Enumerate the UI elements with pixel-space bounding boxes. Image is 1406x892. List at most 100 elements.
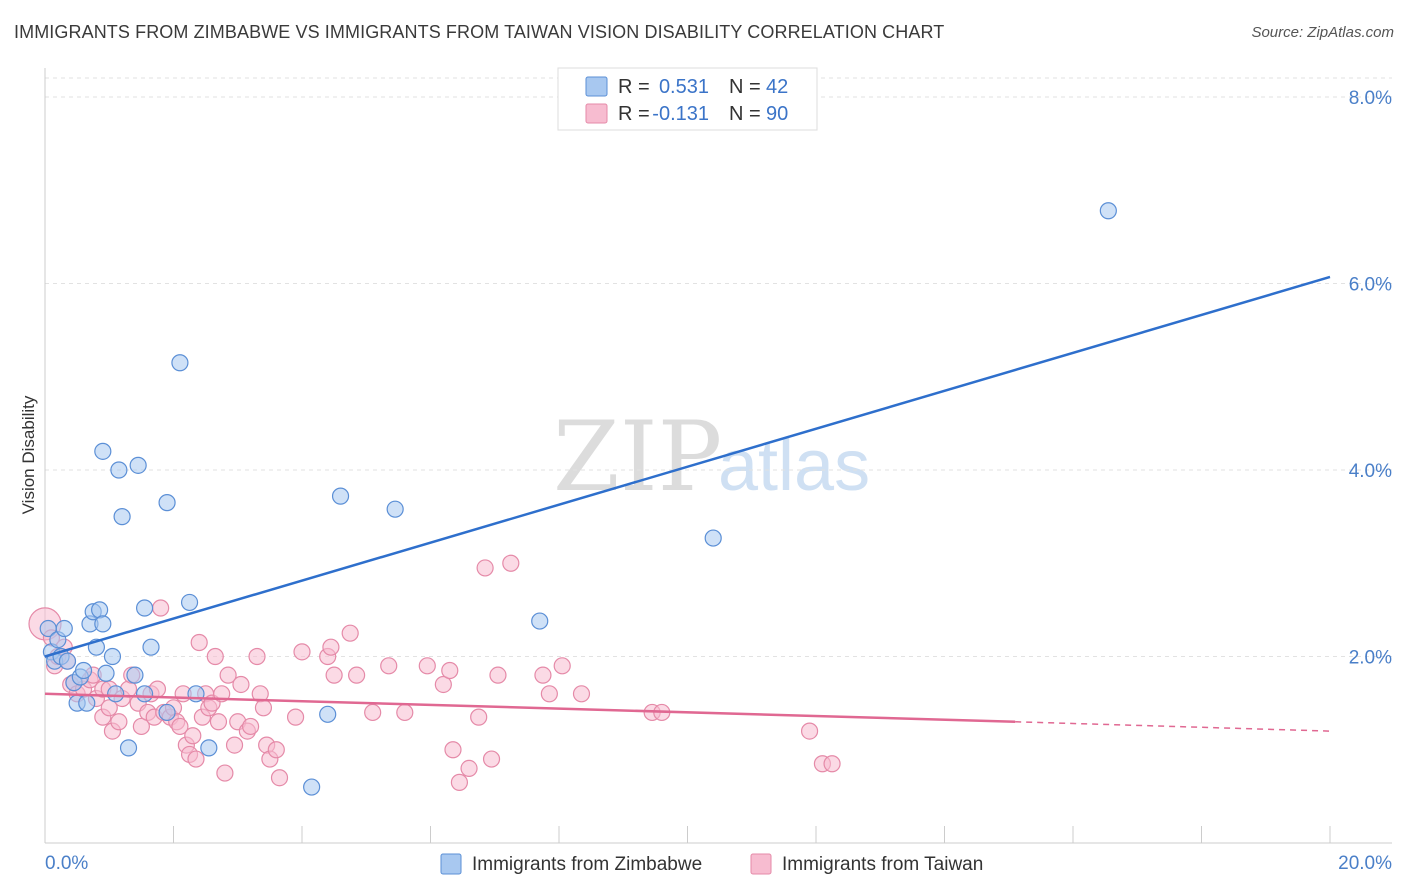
zimbabwe-point [119,739,138,757]
zimbabwe-point [58,652,77,670]
legend: R = 0.531 N = 42 R = -0.131 N = 90 [557,67,818,131]
grid-lines [45,77,1392,657]
taiwan-point [341,624,359,642]
trend-line-taiwan [44,692,1016,724]
taiwan-point [434,675,452,694]
taiwan-point [572,685,591,703]
taiwan-point [489,666,507,684]
taiwan-point [476,559,494,577]
legend-n-value-zimbabwe: 42 [766,76,788,98]
zimbabwe-point [1099,202,1117,220]
zimbabwe-point [171,354,189,372]
y-tick-label: 8.0% [1349,88,1392,109]
taiwan-point [216,764,234,782]
taiwan-point [348,666,366,684]
zimbabwe-point [180,593,199,612]
taiwan-point [325,666,343,684]
watermark-zip: ZIP [553,401,722,513]
taiwan-point [100,699,118,717]
taiwan-point [184,727,202,745]
watermark: ZIP atlas [553,401,870,513]
legend-swatch-zimbabwe [585,76,608,97]
zimbabwe-point [78,694,96,712]
taiwan-point [823,755,841,773]
x-tick-label-min: 0.0% [45,853,88,874]
zimbabwe-point [97,664,115,682]
zimbabwe-point [531,612,549,630]
taiwan-point [267,741,285,759]
bottom-legend-label-taiwan: Immigrants from Taiwan [782,854,983,875]
taiwan-point [190,633,208,652]
y-tick-label: 6.0% [1349,275,1392,296]
bottom-legend-swatch-taiwan [750,853,772,875]
legend-r-value-taiwan: -0.131 [652,103,709,125]
x-ticks [173,826,1331,843]
taiwan-point [482,750,501,768]
series-taiwan-points [28,554,841,791]
bottom-legend-label-zimbabwe: Immigrants from Zimbabwe [472,854,702,875]
zimbabwe-point [113,508,131,526]
taiwan-point [286,708,305,726]
taiwan-point [364,703,382,722]
taiwan-point [418,657,436,675]
taiwan-point [322,638,340,656]
legend-swatch-taiwan [585,103,608,124]
taiwan-point [187,750,205,768]
trend-lines [44,275,1331,732]
zimbabwe-point [200,739,218,757]
taiwan-point [534,666,552,684]
trend-line-zimbabwe [44,275,1331,658]
taiwan-point [800,722,819,740]
taiwan-point [460,759,478,778]
taiwan-point [293,643,311,661]
taiwan-point [254,699,273,717]
taiwan-point [396,703,414,722]
taiwan-point [232,675,250,694]
zimbabwe-point [142,638,160,656]
legend-n-label-zimbabwe: N = [729,76,761,98]
zimbabwe-point [386,500,404,518]
taiwan-point [248,647,266,666]
taiwan-point [132,717,150,736]
y-tick-label: 4.0% [1349,461,1392,482]
zimbabwe-point [74,661,93,680]
zimbabwe-point [126,666,144,684]
zimbabwe-point [319,705,337,723]
bottom-legend: Immigrants from Zimbabwe Immigrants from… [440,853,983,875]
taiwan-point [380,657,398,675]
taiwan-point [553,657,571,675]
chart-title: IMMIGRANTS FROM ZIMBABWE VS IMMIGRANTS F… [14,22,945,42]
y-tick-labels: 2.0% 4.0% 6.0% 8.0% [1349,88,1392,669]
y-axis-label: Vision Disability [19,395,38,514]
zimbabwe-point [129,456,147,474]
taiwan-point [110,713,128,731]
taiwan-point [540,685,558,703]
taiwan-point [209,713,228,731]
legend-r-label-zimbabwe: R = [618,76,650,98]
x-tick-label-max: 20.0% [1338,853,1392,874]
taiwan-point [502,554,520,572]
taiwan-point [441,661,459,680]
zimbabwe-point [94,615,112,633]
watermark-atlas: atlas [718,426,870,506]
taiwan-point [225,736,244,754]
source-credit: Source: ZipAtlas.com [1251,24,1394,41]
zimbabwe-point [704,529,722,547]
legend-n-value-taiwan: 90 [766,103,788,125]
taiwan-point [206,647,224,666]
y-tick-label: 2.0% [1349,648,1392,669]
zimbabwe-point [55,619,73,638]
legend-r-value-zimbabwe: 0.531 [659,76,709,98]
zimbabwe-point [91,601,109,619]
zimbabwe-point [135,599,154,617]
taiwan-point [450,773,469,791]
taiwan-point [444,741,462,759]
zimbabwe-point [158,703,176,722]
legend-n-label-taiwan: N = [729,103,761,125]
zimbabwe-point [107,685,125,703]
taiwan-point [242,717,260,736]
zimbabwe-point [158,494,176,512]
trend-line-taiwan-extrapolated [1015,721,1331,732]
zimbabwe-point [103,647,122,666]
